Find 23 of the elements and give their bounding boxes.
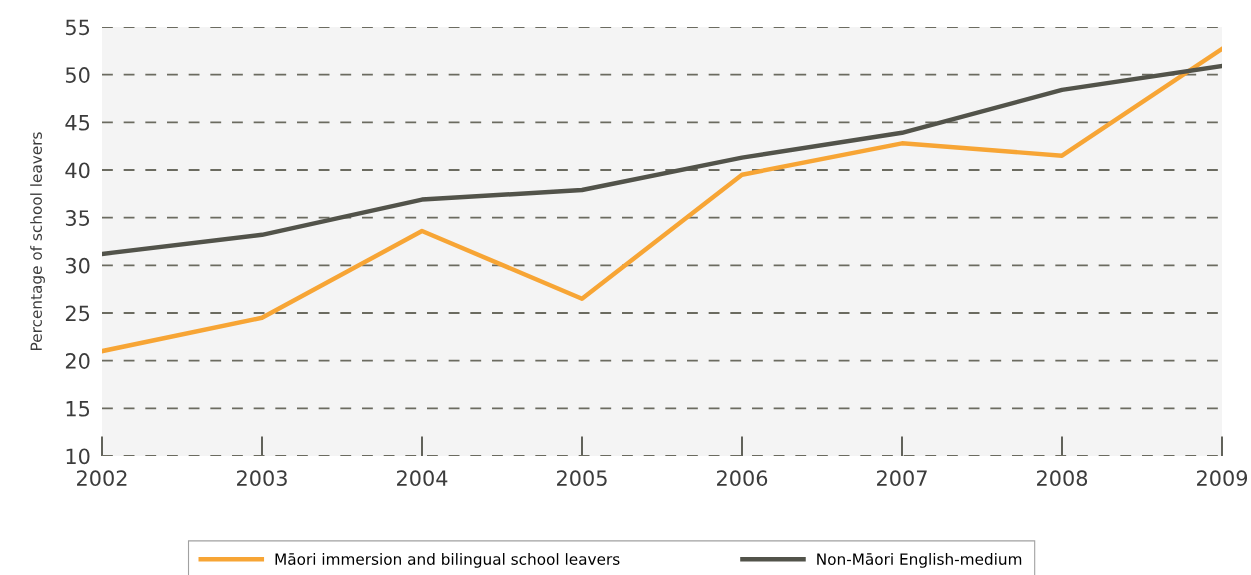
x-tick-label: 2008 — [1037, 470, 1088, 487]
x-tick-label: 2003 — [237, 470, 287, 487]
x-tick-label: 2009 — [1197, 470, 1248, 487]
y-tick-label: 30 — [65, 257, 90, 274]
y-tick-label: 40 — [65, 162, 90, 179]
x-tick-label: 2004 — [397, 470, 448, 487]
x-tick-label: 2005 — [557, 470, 607, 487]
y-tick-label: 55 — [65, 19, 90, 36]
x-tick-label: 2007 — [877, 470, 927, 487]
y-axis-title: Percentage of school leavers — [30, 132, 45, 350]
legend-label: Non-Māori English-medium — [817, 553, 1022, 568]
y-tick-label: 10 — [66, 448, 90, 465]
y-tick-label: 45 — [65, 115, 90, 131]
line-series — [102, 46, 1222, 354]
legend-label: Māori immersion and bilingual school leavers — [275, 553, 620, 568]
y-tick-label: 15 — [66, 401, 90, 417]
x-tick-label: 2002 — [77, 470, 127, 487]
y-tick-label: 50 — [65, 67, 90, 83]
line-series — [102, 63, 1222, 257]
x-tick-label: 2006 — [717, 470, 768, 487]
y-tick-label: 25 — [65, 305, 90, 322]
y-tick-label: 20 — [65, 353, 90, 369]
y-tick-label: 35 — [65, 210, 90, 226]
